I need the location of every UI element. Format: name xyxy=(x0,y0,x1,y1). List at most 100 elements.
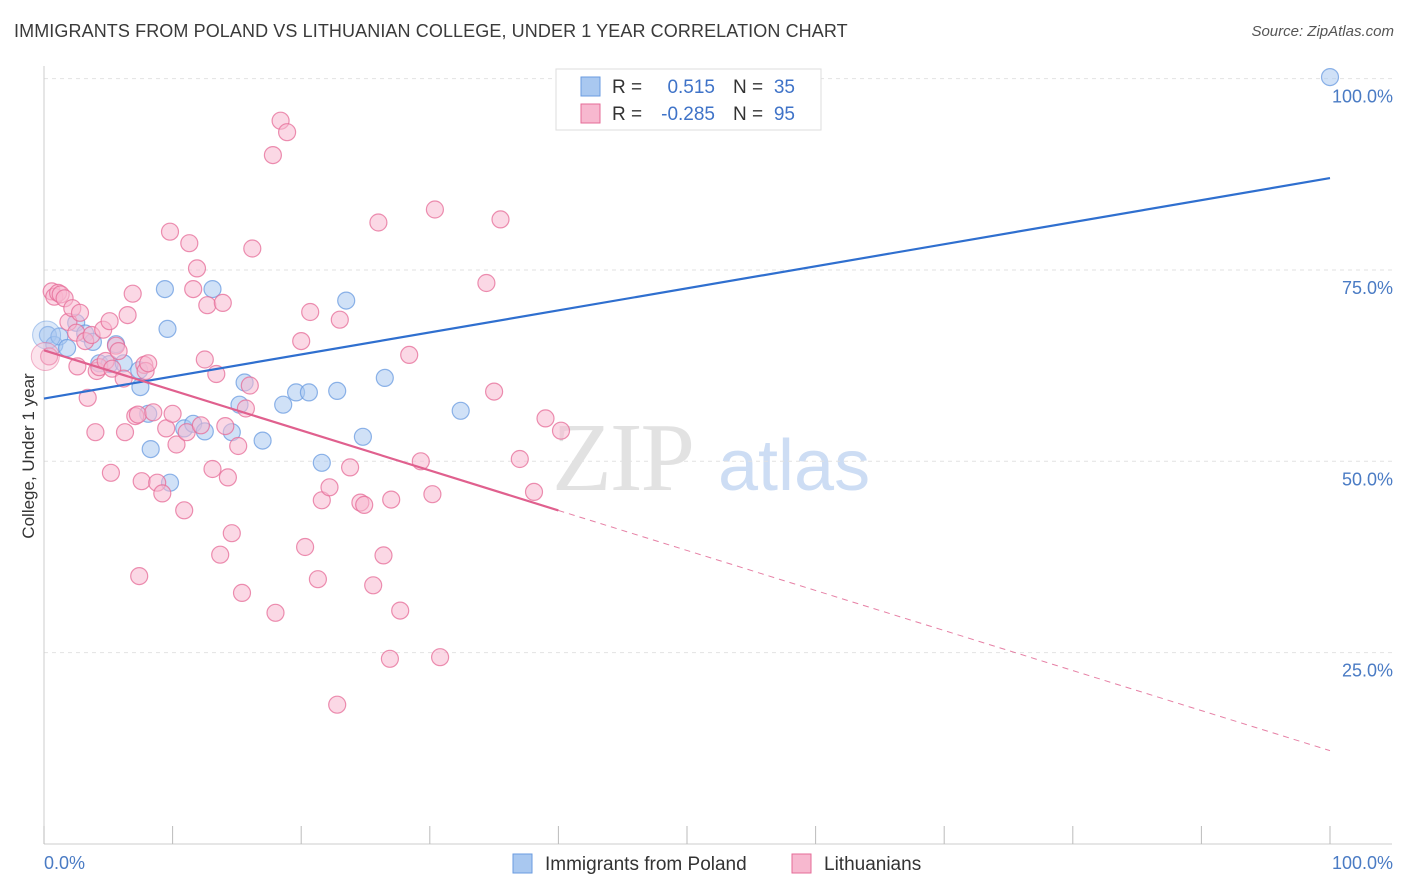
poland-trend-line xyxy=(43,177,1331,400)
series-legend-label-poland: Immigrants from Poland xyxy=(545,854,747,875)
lithuanians-point-66 xyxy=(292,332,311,351)
lithuanians-point-88 xyxy=(477,273,496,293)
poland-point-32 xyxy=(353,427,372,446)
lithuanians-point-57 xyxy=(229,436,248,456)
legend-r-value-lithuanians: -0.285 xyxy=(661,104,715,125)
poland-point-15 xyxy=(155,280,174,299)
lithuanians-point-34 xyxy=(139,354,158,373)
lithuanians-point-90 xyxy=(491,210,510,229)
lithuanians-point-53 xyxy=(213,293,232,312)
lithuanians-point-79 xyxy=(374,546,393,565)
lithuanians-point-large xyxy=(30,341,60,371)
lithuanians-point-27 xyxy=(123,284,142,303)
lithuanians-point-23 xyxy=(109,342,128,361)
poland-point-21 xyxy=(203,280,222,299)
lithuanians-point-73 xyxy=(330,310,349,329)
lithuanians-point-52 xyxy=(211,545,230,564)
lithuanians-point-40 xyxy=(163,404,182,423)
lithuanians-trend-extension xyxy=(558,509,1331,752)
lithuanians-point-49 xyxy=(198,296,217,315)
source-label: Source: ZipAtlas.com xyxy=(1251,23,1394,40)
poland-point-11 xyxy=(141,440,160,459)
series-lithuanians-points xyxy=(30,111,571,714)
lithuanians-point-80 xyxy=(380,649,399,668)
lithuanians-point-47 xyxy=(191,416,210,435)
poland-point-26 xyxy=(274,395,293,414)
lithuanians-trend-line xyxy=(43,349,559,512)
watermark-atlas: atlas xyxy=(718,426,870,506)
series-legend-swatch-lithuanians xyxy=(791,853,812,874)
lithuanians-point-54 xyxy=(216,417,235,436)
lithuanians-point-78 xyxy=(369,213,388,232)
axes xyxy=(43,66,1392,845)
y-tick-label-25: 25.0% xyxy=(1342,661,1393,681)
lithuanians-point-26 xyxy=(118,306,137,325)
poland-point-25 xyxy=(253,431,272,450)
legend-n-value-lithuanians: 95 xyxy=(774,104,795,125)
lithuanians-point-12 xyxy=(78,388,97,407)
lithuanians-point-83 xyxy=(400,345,419,364)
lithuanians-point-50 xyxy=(203,459,222,479)
x-tick-label-0: 0.0% xyxy=(44,853,85,873)
lithuanians-point-76 xyxy=(355,495,374,514)
legend-n-label-lithuanians: N = xyxy=(733,104,763,125)
lithuanians-point-48 xyxy=(195,350,214,369)
legend-r-label-lithuanians: R = xyxy=(612,104,642,125)
lithuanians-point-65 xyxy=(278,123,297,142)
x-tick-label-100: 100.0% xyxy=(1332,853,1393,873)
lithuanians-point-72 xyxy=(328,695,347,714)
poland-point-30 xyxy=(328,381,347,400)
lithuanians-point-39 xyxy=(160,222,180,241)
lithuanians-point-87 xyxy=(431,648,450,667)
lithuanians-point-14 xyxy=(86,423,105,442)
lithuanians-point-93 xyxy=(536,409,555,428)
legend-n-label-poland: N = xyxy=(733,77,763,98)
y-tick-labels: 25.0% 50.0% 75.0% 100.0% xyxy=(1332,87,1393,681)
poland-point-33 xyxy=(375,368,394,387)
y-tick-label-50: 50.0% xyxy=(1342,469,1393,489)
x-tick-labels: 0.0% 100.0% xyxy=(44,853,1393,873)
lithuanians-point-37 xyxy=(153,484,172,503)
y-tick-label-75: 75.0% xyxy=(1342,278,1393,298)
y-tick-label-100: 100.0% xyxy=(1332,87,1393,107)
chart-title: IMMIGRANTS FROM POLAND VS LITHUANIAN COL… xyxy=(14,21,848,41)
legend-r-label-poland: R = xyxy=(612,77,642,98)
poland-point-16 xyxy=(158,319,177,338)
lithuanians-point-30 xyxy=(130,566,149,586)
lithuanians-point-56 xyxy=(222,524,241,543)
poland-point-28 xyxy=(299,383,318,402)
poland-point-34 xyxy=(451,401,470,420)
poland-point-29 xyxy=(312,453,331,472)
lithuanians-point-63 xyxy=(266,603,285,622)
correlation-legend: R = 0.515 N = 35 R = -0.285 N = 95 xyxy=(555,68,822,131)
legend-r-value-poland: 0.515 xyxy=(667,77,715,98)
lithuanians-point-61 xyxy=(243,239,262,258)
lithuanians-point-10 xyxy=(70,303,90,322)
lithuanians-point-46 xyxy=(187,259,207,278)
legend-swatch-poland xyxy=(580,76,601,97)
lithuanians-point-35 xyxy=(144,403,163,422)
lithuanians-point-42 xyxy=(175,501,194,520)
lithuanians-point-45 xyxy=(184,280,203,299)
lithuanians-point-89 xyxy=(485,382,504,401)
lithuanians-point-85 xyxy=(423,485,442,504)
lithuanians-point-74 xyxy=(341,458,360,477)
lithuanians-point-86 xyxy=(425,200,444,219)
lithuanians-point-91 xyxy=(510,449,529,469)
lithuanians-point-69 xyxy=(308,570,327,589)
lithuanians-point-58 xyxy=(232,583,252,603)
lithuanians-point-68 xyxy=(301,302,320,322)
grid-lines xyxy=(44,78,1392,654)
legend-swatch-lithuanians xyxy=(580,103,601,124)
lithuanians-point-77 xyxy=(364,576,383,595)
series-legend-swatch-poland xyxy=(512,853,533,874)
lithuanians-point-25 xyxy=(115,423,135,442)
lithuanians-point-82 xyxy=(391,601,410,620)
series-legend-label-lithuanians: Lithuanians xyxy=(824,854,921,875)
lithuanians-point-41 xyxy=(167,435,186,454)
lithuanians-point-92 xyxy=(524,482,544,501)
watermark-zip: ZIP xyxy=(552,404,693,512)
lithuanians-point-55 xyxy=(218,468,237,487)
lithuanians-point-60 xyxy=(240,376,259,395)
poland-point-35 xyxy=(1320,67,1340,87)
